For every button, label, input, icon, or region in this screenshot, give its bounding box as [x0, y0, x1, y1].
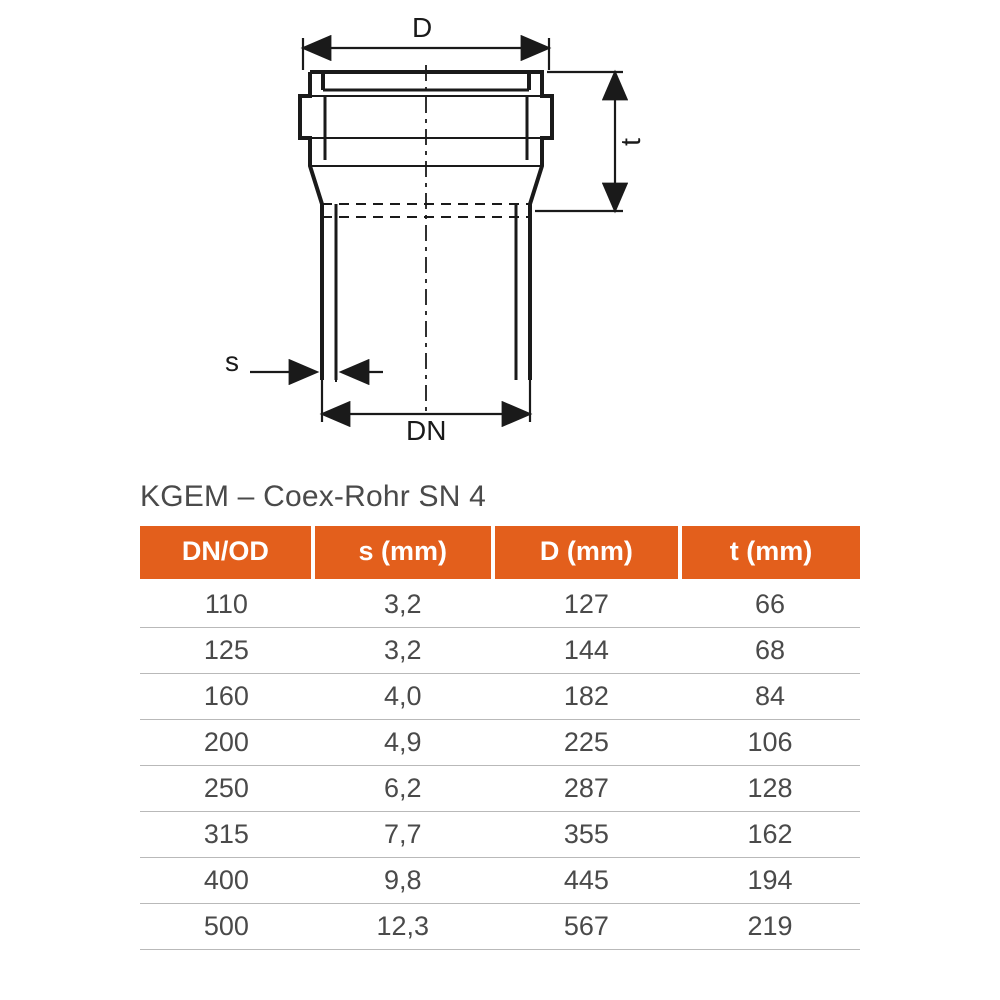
- table-cell: 500: [140, 904, 313, 950]
- table-cell: 3,2: [313, 628, 493, 674]
- table-cell: 110: [140, 579, 313, 628]
- table-row: 50012,3567219: [140, 904, 860, 950]
- table-cell: 125: [140, 628, 313, 674]
- label-s: s: [225, 346, 239, 378]
- col-header: D (mm): [493, 526, 680, 579]
- label-d: D: [412, 12, 432, 44]
- table-title: KGEM – Coex-Rohr SN 4: [140, 480, 860, 514]
- table-row: 4009,8445194: [140, 858, 860, 904]
- table-cell: 12,3: [313, 904, 493, 950]
- table-cell: 7,7: [313, 812, 493, 858]
- table-cell: 315: [140, 812, 313, 858]
- label-t: t: [615, 138, 647, 146]
- table-cell: 4,0: [313, 674, 493, 720]
- table-row: 1604,018284: [140, 674, 860, 720]
- table-row: 1253,214468: [140, 628, 860, 674]
- col-header: s (mm): [313, 526, 493, 579]
- spec-table: DN/ODs (mm)D (mm)t (mm) 1103,2127661253,…: [140, 526, 860, 950]
- table-cell: 355: [493, 812, 680, 858]
- table-cell: 445: [493, 858, 680, 904]
- table-row: 2506,2287128: [140, 766, 860, 812]
- table-row: 3157,7355162: [140, 812, 860, 858]
- table-row: 1103,212766: [140, 579, 860, 628]
- table-cell: 9,8: [313, 858, 493, 904]
- col-header: DN/OD: [140, 526, 313, 579]
- table-cell: 182: [493, 674, 680, 720]
- table-row: 2004,9225106: [140, 720, 860, 766]
- table-cell: 287: [493, 766, 680, 812]
- spec-table-area: KGEM – Coex-Rohr SN 4 DN/ODs (mm)D (mm)t…: [140, 480, 860, 950]
- table-cell: 250: [140, 766, 313, 812]
- table-cell: 144: [493, 628, 680, 674]
- table-cell: 200: [140, 720, 313, 766]
- table-cell: 106: [680, 720, 860, 766]
- table-cell: 162: [680, 812, 860, 858]
- table-cell: 128: [680, 766, 860, 812]
- table-cell: 68: [680, 628, 860, 674]
- table-cell: 225: [493, 720, 680, 766]
- table-cell: 66: [680, 579, 860, 628]
- table-cell: 84: [680, 674, 860, 720]
- table-cell: 4,9: [313, 720, 493, 766]
- table-cell: 6,2: [313, 766, 493, 812]
- table-cell: 3,2: [313, 579, 493, 628]
- table-cell: 127: [493, 579, 680, 628]
- table-cell: 219: [680, 904, 860, 950]
- table-cell: 567: [493, 904, 680, 950]
- table-cell: 160: [140, 674, 313, 720]
- pipe-diagram: D t s DN: [155, 20, 695, 450]
- diagram-svg: [155, 20, 695, 450]
- table-cell: 400: [140, 858, 313, 904]
- col-header: t (mm): [680, 526, 860, 579]
- label-dn: DN: [406, 415, 446, 447]
- table-cell: 194: [680, 858, 860, 904]
